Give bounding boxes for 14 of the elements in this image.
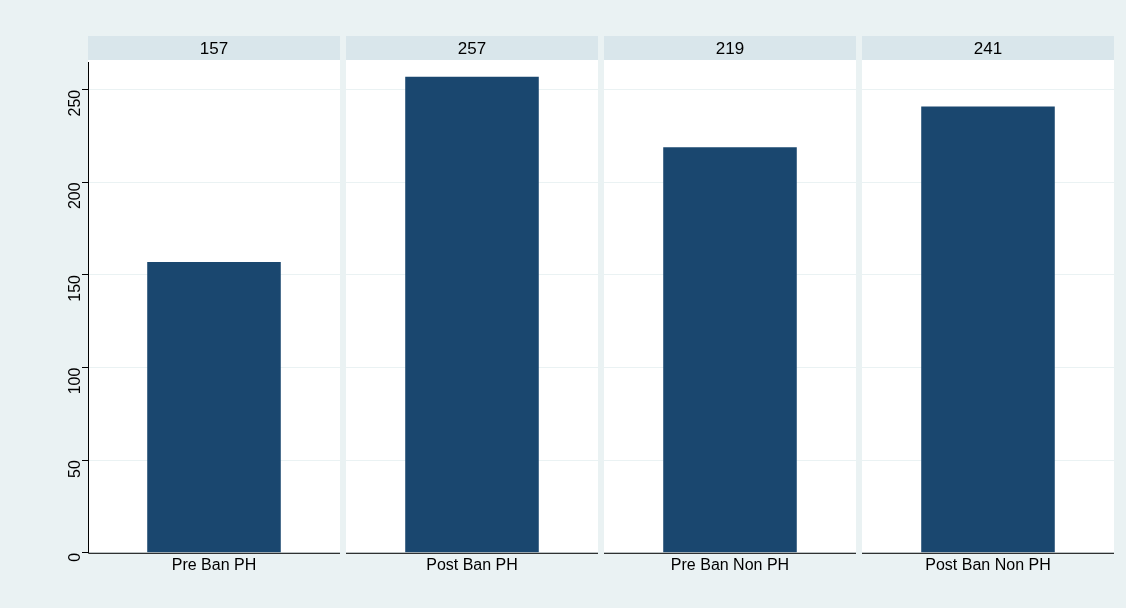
y-tick-label: 250 [66,89,84,117]
y-tick-label: 150 [66,274,84,302]
y-tick-label: 50 [66,460,84,478]
x-tick-label: Post Ban PH [426,555,518,573]
x-tick-label: Pre Ban PH [171,555,257,573]
chart-title: 219 [604,36,856,60]
chart-title: 257 [346,36,598,60]
y-tick-label: 200 [66,182,84,210]
y-tick-label: 100 [66,367,84,395]
x-tick-label: Pre Ban Non PH [670,555,790,573]
x-tick-label: Post Ban Non PH [925,555,1051,573]
chart-title: 157 [88,36,340,60]
y-tick-label: 0 [66,552,84,562]
chart-title: 241 [862,36,1114,60]
